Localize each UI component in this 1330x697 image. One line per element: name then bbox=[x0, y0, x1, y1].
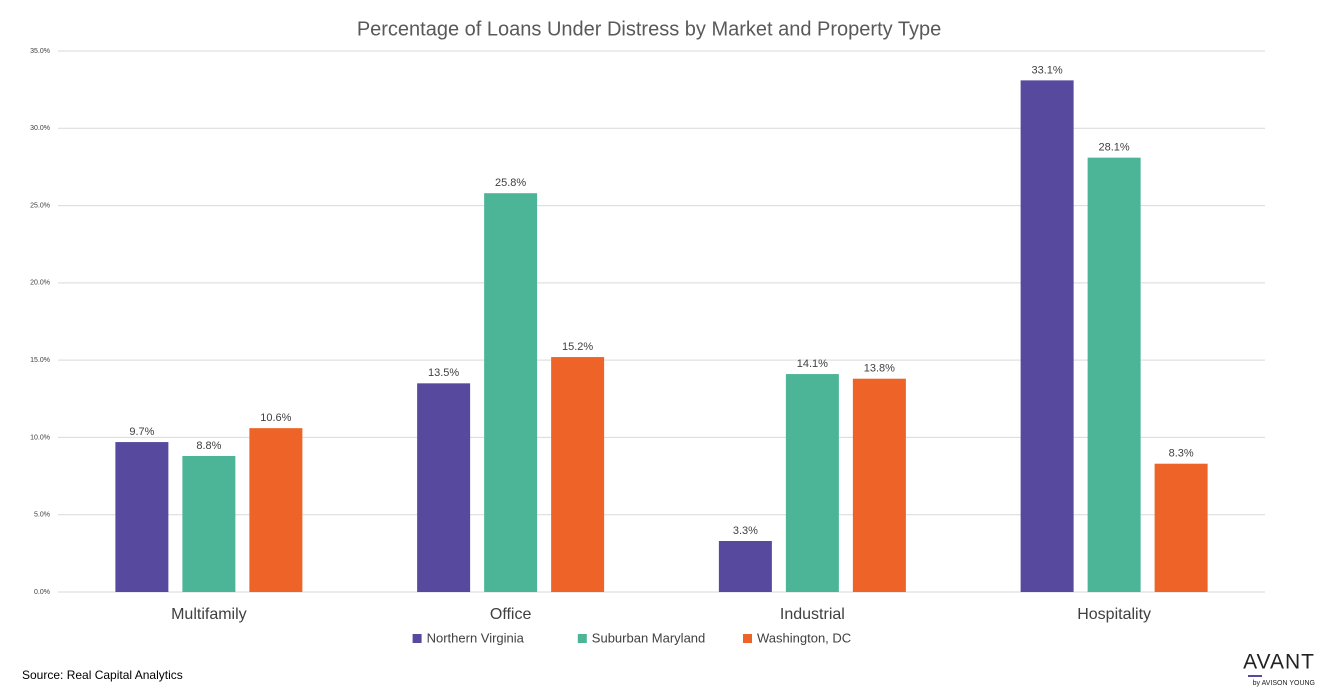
y-tick-label: 20.0% bbox=[30, 280, 50, 287]
bar bbox=[417, 383, 471, 592]
data-label: 10.6% bbox=[260, 412, 291, 424]
bar bbox=[484, 193, 538, 592]
bar bbox=[785, 374, 839, 592]
bar bbox=[1087, 157, 1141, 592]
legend-label: Washington, DC bbox=[757, 630, 851, 645]
bar bbox=[852, 378, 906, 592]
bar bbox=[249, 428, 303, 592]
data-label: 8.8% bbox=[196, 440, 221, 452]
legend-label: Northern Virginia bbox=[427, 630, 525, 645]
y-tick-label: 10.0% bbox=[30, 434, 50, 441]
y-tick-label: 0.0% bbox=[34, 589, 50, 596]
bar bbox=[1154, 463, 1208, 592]
data-label: 13.8% bbox=[864, 363, 895, 375]
data-label: 15.2% bbox=[562, 341, 593, 353]
y-tick-label: 25.0% bbox=[30, 202, 50, 209]
data-label: 14.1% bbox=[797, 358, 828, 370]
legend-swatch bbox=[412, 634, 422, 643]
data-label: 28.1% bbox=[1099, 142, 1130, 154]
data-label: 13.5% bbox=[428, 367, 459, 379]
bar bbox=[115, 442, 169, 592]
x-tick-label: Industrial bbox=[780, 606, 845, 623]
legend-swatch bbox=[743, 634, 752, 643]
data-label: 8.3% bbox=[1169, 448, 1194, 460]
logo-tagline: by AVISON YOUNG bbox=[1253, 680, 1315, 687]
legend-label: Suburban Maryland bbox=[592, 630, 705, 645]
x-tick-label: Office bbox=[490, 606, 532, 623]
data-label: 9.7% bbox=[129, 426, 154, 438]
y-tick-label: 30.0% bbox=[30, 125, 50, 132]
data-label: 25.8% bbox=[495, 177, 526, 189]
bar bbox=[551, 357, 605, 592]
y-tick-label: 35.0% bbox=[30, 48, 50, 55]
x-tick-label: Hospitality bbox=[1077, 606, 1151, 623]
data-label: 3.3% bbox=[733, 525, 758, 537]
bar bbox=[718, 540, 772, 592]
source-note: Source: Real Capital Analytics bbox=[22, 668, 183, 682]
bar bbox=[182, 455, 236, 592]
chart-title: Percentage of Loans Under Distress by Ma… bbox=[357, 18, 941, 40]
bar bbox=[1020, 80, 1074, 593]
logo-name: AVANT bbox=[1243, 651, 1315, 674]
legend-swatch bbox=[577, 634, 587, 643]
x-tick-label: Multifamily bbox=[171, 606, 247, 623]
y-tick-label: 5.0% bbox=[34, 512, 50, 519]
data-label: 33.1% bbox=[1032, 64, 1063, 76]
y-tick-label: 15.0% bbox=[30, 357, 50, 364]
